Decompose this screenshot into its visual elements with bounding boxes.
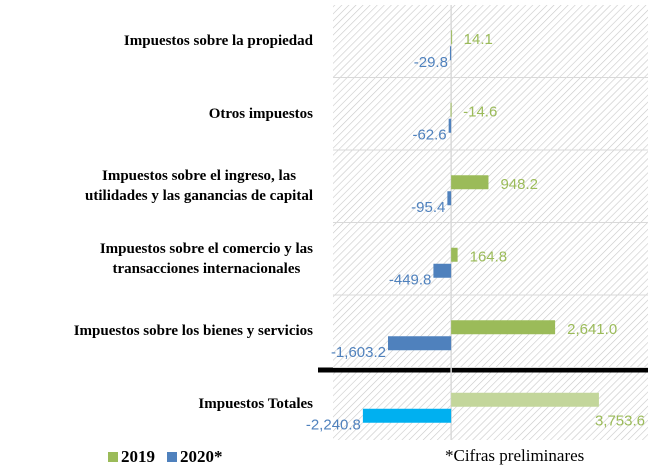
value-label: 164.8 (470, 249, 508, 266)
bar (451, 30, 453, 45)
category-label-box: Impuestos sobre el ingreso, las utilidad… (85, 150, 313, 223)
legend-item: 2020* (167, 447, 223, 467)
category-label: Impuestos sobre el comercio y las transa… (99, 240, 313, 277)
bar (450, 102, 452, 117)
category-label: Otros impuestos (208, 105, 313, 122)
value-label: 948.2 (500, 176, 538, 193)
legend-swatch (108, 452, 118, 462)
bar (362, 408, 452, 423)
legend-label: 2020* (180, 447, 223, 466)
value-label: -29.8 (414, 54, 448, 71)
bar (447, 191, 452, 206)
category-label: Impuestos sobre el ingreso, las utilidad… (85, 168, 313, 205)
value-label: 2,641.0 (567, 321, 617, 338)
bar (451, 392, 599, 407)
value-label: -14.6 (463, 104, 497, 121)
bar (433, 263, 452, 278)
legend-label: 2019 (121, 447, 155, 466)
legend-item: 2019 (108, 447, 155, 467)
legend: 2019 2020* (108, 447, 223, 467)
category-label-box: Impuestos Totales (198, 368, 313, 441)
value-label: -1,603.2 (331, 344, 386, 361)
category-label: Impuestos sobre la propiedad (123, 33, 313, 50)
value-label: 3,753.6 (595, 413, 645, 430)
bar (451, 175, 489, 190)
category-label-box: Impuestos sobre la propiedad (124, 5, 313, 78)
bar (448, 118, 452, 133)
value-label: -62.6 (412, 127, 446, 144)
category-label: Impuestos sobre los bienes y servicios (73, 323, 313, 340)
value-label: -449.8 (389, 272, 432, 289)
value-label: 14.1 (464, 31, 493, 48)
bar (387, 336, 452, 351)
bar (451, 247, 458, 262)
legend-swatch (167, 452, 177, 462)
annotation: *Cifras preliminares (445, 446, 585, 465)
category-label-box: Impuestos sobre el comercio y las transa… (100, 223, 313, 296)
value-label: -2,240.8 (306, 417, 361, 434)
category-label-box: Impuestos sobre los bienes y servicios (74, 295, 313, 368)
category-label: Impuestos Totales (198, 395, 313, 412)
value-label: -95.4 (411, 199, 445, 216)
bar (449, 46, 452, 61)
category-label-box: Otros impuestos (209, 78, 313, 151)
bar (451, 320, 556, 335)
